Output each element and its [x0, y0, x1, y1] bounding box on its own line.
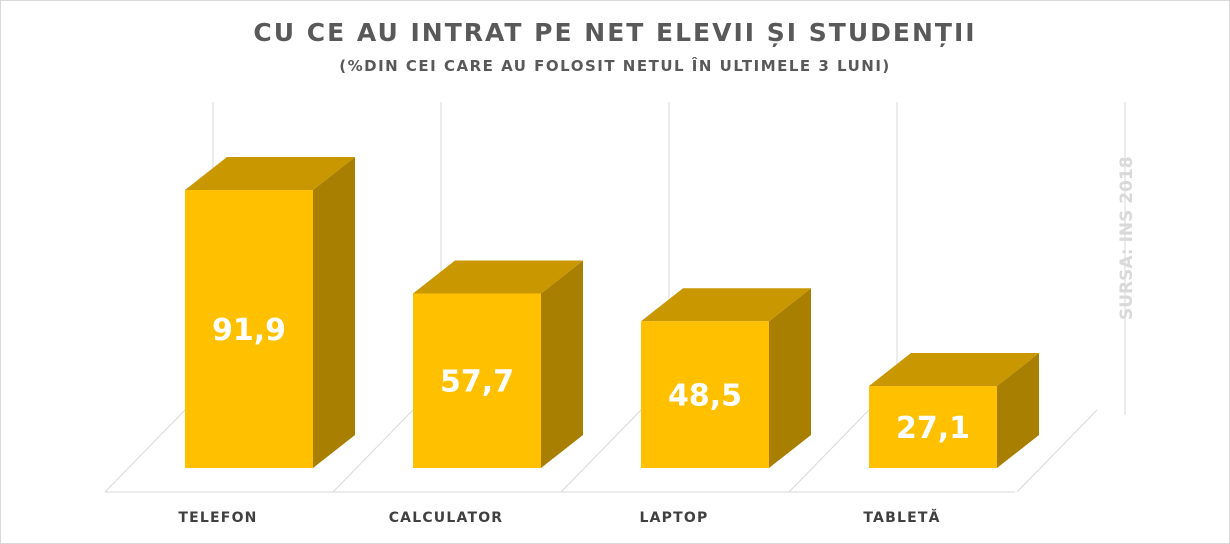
bar-front-face [185, 190, 313, 468]
bar-top-face [869, 353, 1039, 387]
floor-divider-line [788, 409, 870, 493]
category-label: TABLETĂ [863, 508, 940, 526]
data-label: 27,1 [896, 411, 970, 446]
floor-divider-line [104, 409, 186, 493]
category-label: TELEFON [178, 510, 257, 526]
category-label: LAPTOP [640, 510, 709, 526]
bar-top-face [185, 157, 355, 190]
bar-front-face [641, 321, 769, 468]
bars [185, 157, 1039, 468]
bar-tabletă [869, 353, 1039, 468]
data-label: 57,7 [440, 365, 514, 400]
bar-front-face [413, 293, 541, 468]
chart-subtitle: (%DIN CEI CARE AU FOLOSIT NETUL ÎN ULTIM… [339, 57, 891, 75]
bar-laptop [641, 288, 811, 468]
floor-divider-line [1016, 409, 1098, 493]
data-label: 91,9 [212, 313, 286, 348]
bar-side-face [769, 288, 811, 468]
bar-side-face [313, 157, 355, 468]
floor-divider-line [332, 409, 414, 493]
chart-title: CU CE AU INTRAT PE NET ELEVII ȘI STUDENȚ… [253, 18, 977, 47]
labels: 91,9 TELEFON 57,7 CALCULATOR 48,5 LAPTOP 27,1 T… [178, 313, 970, 526]
bar-top-face [413, 260, 583, 294]
bar-front-face [869, 386, 997, 468]
category-label: CALCULATOR [389, 510, 504, 526]
floor-divider-line [560, 409, 642, 493]
bar-top-face [641, 288, 811, 322]
bar-telefon [185, 157, 355, 468]
data-label: 48,5 [668, 379, 742, 414]
bar-calculator [413, 260, 583, 468]
bar-side-face [997, 353, 1039, 468]
bar-side-face [541, 260, 583, 468]
